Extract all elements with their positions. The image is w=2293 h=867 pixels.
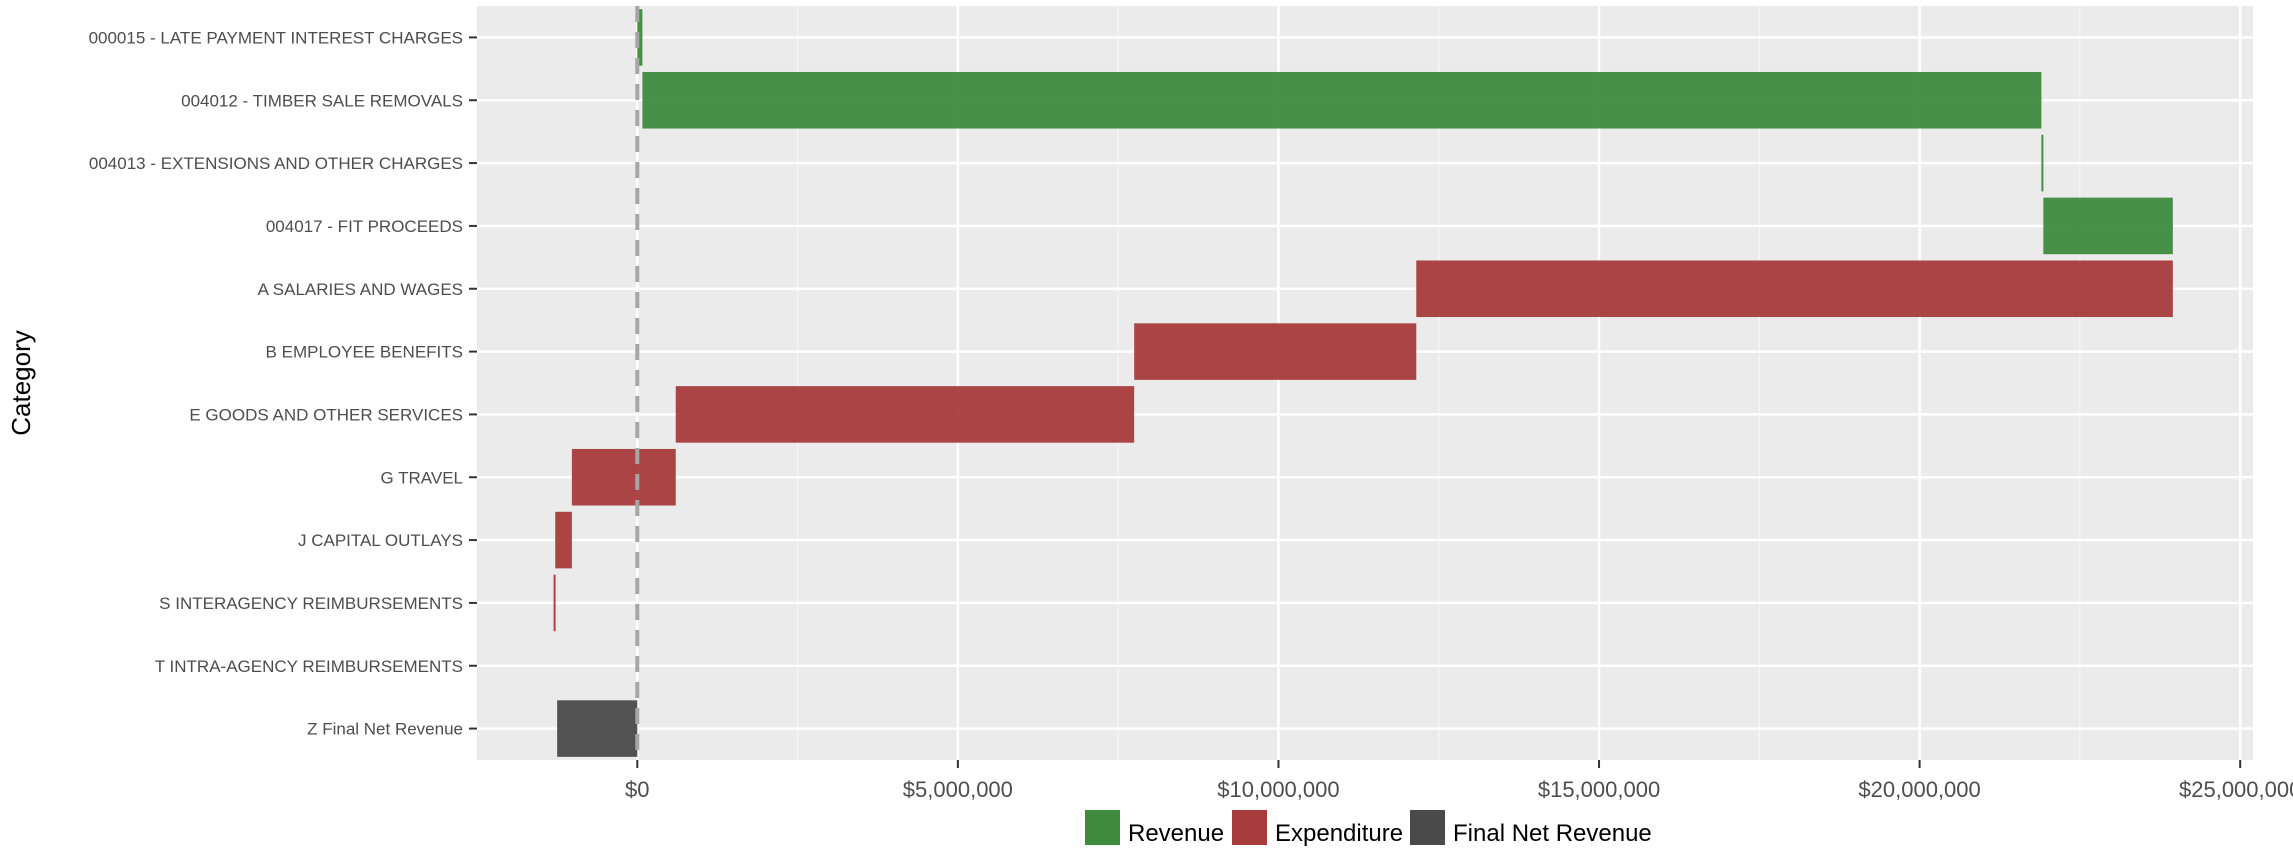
y-axis-title: Category xyxy=(6,330,36,436)
x-tick-label: $10,000,000 xyxy=(1217,777,1339,802)
legend-label-expenditure: Expenditure xyxy=(1275,820,1403,847)
bar-expenditure xyxy=(1416,260,2173,318)
bars-layer xyxy=(553,9,2173,757)
bar-revenue xyxy=(2041,134,2044,192)
y-axis: 000015 - LATE PAYMENT INTEREST CHARGES 00… xyxy=(89,28,477,739)
legend-swatch-final xyxy=(1410,810,1445,845)
x-tick-label: $20,000,000 xyxy=(1858,777,1980,802)
x-axis: $0 $5,000,000 $10,000,000 $15,000,000 $20,00… xyxy=(625,760,2293,802)
y-tick-label: 004013 - EXTENSIONS AND OTHER CHARGES xyxy=(89,154,463,173)
x-tick-label: $25,000,000 xyxy=(2179,777,2293,802)
y-tick-label: E GOODS AND OTHER SERVICES xyxy=(189,405,463,424)
y-tick-label: 000015 - LATE PAYMENT INTEREST CHARGES xyxy=(89,28,463,47)
legend-label-revenue: Revenue xyxy=(1128,820,1224,847)
minor-gridlines xyxy=(796,6,2081,760)
x-tick-label: $15,000,000 xyxy=(1538,777,1660,802)
bar-revenue xyxy=(2043,197,2173,255)
y-tick-label: S INTERAGENCY REIMBURSEMENTS xyxy=(159,594,463,613)
y-tick-label: 004017 - FIT PROCEEDS xyxy=(266,217,463,236)
legend-swatch-revenue xyxy=(1085,810,1120,845)
bar-expenditure xyxy=(1134,323,1417,380)
x-tick-label: $0 xyxy=(625,777,649,802)
bar-revenue xyxy=(637,9,643,66)
x-tick-label: $5,000,000 xyxy=(903,777,1013,802)
y-tick-label: Z Final Net Revenue xyxy=(307,720,463,739)
legend-label-final: Final Net Revenue xyxy=(1453,820,1652,847)
y-tick-label: G TRAVEL xyxy=(380,468,463,487)
bar-expenditure xyxy=(555,511,572,569)
y-tick-label: A SALARIES AND WAGES xyxy=(258,280,463,299)
y-tick-label: T INTRA-AGENCY REIMBURSEMENTS xyxy=(155,657,463,676)
bar-revenue xyxy=(642,71,2042,129)
y-tick-label: J CAPITAL OUTLAYS xyxy=(298,531,463,550)
legend: Revenue Expenditure Final Net Revenue xyxy=(1085,810,1652,847)
bar-expenditure xyxy=(675,386,1135,443)
bar-final xyxy=(557,700,638,757)
y-tick-label: B EMPLOYEE BENEFITS xyxy=(266,343,463,362)
bar-expenditure xyxy=(571,448,676,506)
plot-panel xyxy=(477,6,2253,760)
y-tick-label: 004012 - TIMBER SALE REMOVALS xyxy=(181,91,463,110)
major-gridlines xyxy=(477,6,2253,760)
bar-expenditure xyxy=(553,574,556,632)
legend-swatch-expenditure xyxy=(1232,810,1267,845)
